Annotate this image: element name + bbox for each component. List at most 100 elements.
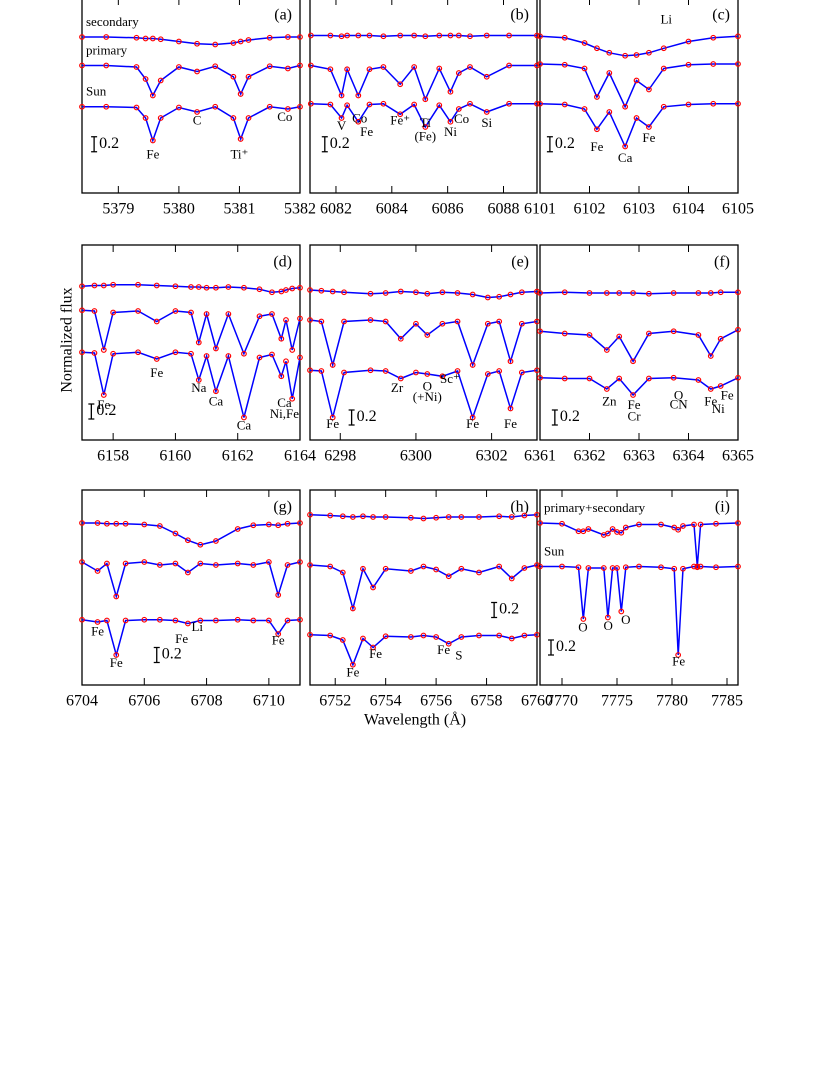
observed-point [439, 320, 446, 327]
panel: 6752 6754 6756 6758 6760 (h) Fe Fe Fe S 0.2 [307, 489, 553, 710]
observed-point [382, 514, 389, 520]
observed-point [213, 562, 219, 568]
observed-point [195, 339, 202, 346]
observed-point [622, 103, 629, 110]
observed-point [234, 526, 241, 532]
panel-label: (d) [273, 254, 292, 271]
observed-point [537, 328, 543, 335]
observed-point [184, 569, 191, 576]
observed-point [360, 635, 366, 642]
observed-point [265, 617, 272, 624]
observed-point [103, 34, 110, 40]
observed-point [710, 61, 717, 67]
line-label: Fe [150, 365, 163, 380]
observed-point [339, 637, 346, 643]
spectrum-model [539, 35, 739, 57]
observed-point [710, 100, 717, 107]
observed-point [483, 32, 490, 39]
observed-point [172, 349, 179, 356]
observed-point [447, 118, 454, 125]
observed-point [534, 631, 540, 638]
observed-point [436, 32, 443, 39]
x-axis-label: Wavelength (Å) [364, 711, 466, 729]
observed-point [521, 632, 528, 639]
observed-point [534, 288, 540, 295]
spectrum-model [309, 564, 538, 612]
spectrum-model [539, 291, 738, 295]
observed-point [297, 284, 303, 291]
line-label: Ti [420, 115, 431, 130]
panel-label: (e) [511, 254, 529, 271]
observed-point [618, 608, 625, 615]
observed-point [256, 313, 263, 320]
line-label: Fe [721, 387, 734, 402]
observed-point [717, 289, 724, 296]
observed-point [575, 564, 582, 571]
observed-point [213, 617, 219, 624]
observed-point [695, 290, 702, 296]
observed-point [534, 62, 540, 69]
observed-point [646, 49, 652, 56]
observed-point [172, 283, 179, 290]
observed-point [675, 526, 682, 533]
observed-point [433, 566, 440, 573]
scale-bar-label: 0.2 [499, 601, 519, 618]
observed-point [561, 375, 568, 382]
observed-point [618, 529, 625, 536]
observed-point [622, 52, 629, 59]
spectrum-model [81, 309, 301, 356]
x-tick-label: 6088 [487, 201, 519, 218]
observed-point [603, 347, 610, 353]
observed-point [633, 77, 640, 84]
observed-point [518, 369, 525, 376]
observed-point [284, 34, 291, 40]
observed-point [735, 61, 741, 67]
line-label: Fe [91, 623, 104, 638]
line-label: Fe [672, 653, 685, 668]
observed-point [265, 559, 272, 565]
observed-point [283, 287, 289, 293]
spectrum-model [82, 64, 301, 98]
observed-point [172, 617, 179, 624]
observed-point [445, 573, 452, 580]
observed-point [230, 115, 237, 121]
observed-point [307, 317, 313, 323]
observed-point [670, 328, 677, 335]
observed-point [230, 40, 237, 46]
observed-point [646, 330, 652, 337]
observed-point [297, 520, 303, 526]
line-label: Ca [618, 150, 633, 165]
observed-point [265, 521, 272, 528]
observed-point [424, 371, 431, 377]
x-tick-label: 6710 [253, 693, 285, 710]
observed-point [157, 115, 164, 121]
x-tick-label: 6164 [284, 448, 316, 465]
x-tick-label: 6158 [97, 448, 129, 465]
observed-point [327, 563, 334, 570]
observed-point [241, 350, 247, 357]
observed-point [172, 308, 179, 314]
line-label: (+Ni) [413, 389, 442, 404]
observed-point [439, 289, 446, 296]
observed-point [506, 100, 512, 107]
observed-point [433, 514, 440, 521]
panel: 7770 7775 7780 7785 (i) primary+secondary Sun O… [537, 489, 743, 710]
line-label: Fe⁺ [390, 113, 410, 128]
observed-point [606, 49, 613, 56]
observed-point [307, 511, 313, 518]
spectrum-model [81, 284, 301, 294]
observed-point [422, 96, 429, 103]
observed-point [275, 522, 282, 529]
observed-point [275, 592, 282, 598]
observed-point [407, 568, 414, 574]
observed-point [424, 332, 431, 338]
line-label: Fe [642, 130, 655, 145]
line-label: O [578, 620, 587, 635]
observed-point [122, 560, 129, 567]
observed-point [329, 288, 336, 295]
observed-point [250, 617, 257, 624]
observed-point [422, 124, 429, 130]
